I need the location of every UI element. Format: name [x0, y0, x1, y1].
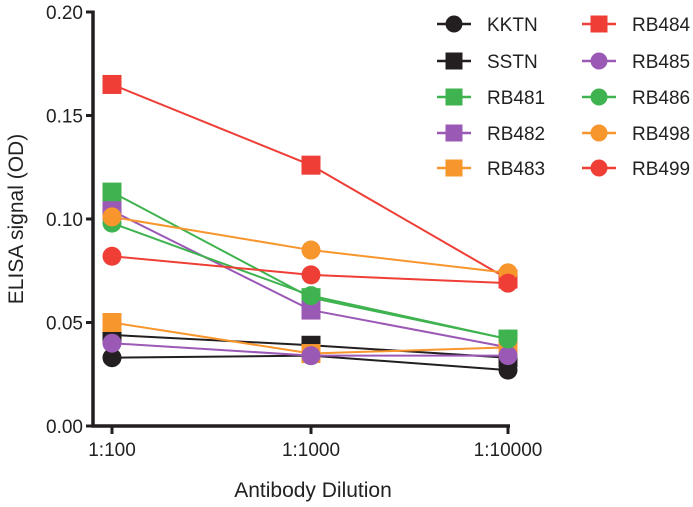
legend-marker-circle — [590, 52, 608, 70]
legend-label: RB482 — [487, 124, 545, 145]
legend-label: SSTN — [487, 52, 538, 73]
legend-item-rb486: RB486 — [582, 88, 690, 109]
legend-marker-square — [445, 88, 463, 106]
legend-item-rb482: RB482 — [437, 124, 545, 145]
data-point-kktn-1 — [102, 348, 122, 368]
data-point-rb486-2 — [301, 286, 321, 306]
series-layer — [102, 74, 518, 380]
data-point-rb486-3 — [498, 329, 518, 349]
legend-item-rb484: RB484 — [582, 15, 691, 36]
legend: KKTN SSTN RB481 RB482 RB483 RB484 RB485 RB486 RB… — [437, 15, 691, 180]
x-tick-label: 1:10000 — [474, 440, 543, 461]
data-point-rb499-2 — [301, 265, 321, 285]
data-point-rb498-2 — [301, 240, 321, 260]
data-point-rb498-1 — [102, 207, 122, 227]
axes: 0.00 0.05 0.10 0.15 0.20 1:100 1:1000 1:10000 — [46, 3, 542, 461]
data-point-rb485-1 — [102, 333, 122, 353]
legend-item-rb483: RB483 — [437, 159, 545, 180]
y-tick-label: 0.05 — [46, 314, 83, 335]
data-point-rb483-1 — [102, 313, 122, 332]
series-markers — [102, 74, 518, 380]
data-point-rb499-3 — [498, 273, 518, 293]
legend-label: RB499 — [632, 159, 690, 180]
legend-label: RB481 — [487, 88, 545, 109]
legend-item-rb481: RB481 — [437, 88, 545, 109]
data-point-rb485-3 — [498, 346, 518, 366]
legend-marker-circle — [590, 159, 608, 177]
data-point-rb484-1 — [102, 74, 122, 94]
legend-label: RB484 — [632, 15, 691, 36]
x-axis-title: Antibody Dilution — [234, 479, 392, 502]
x-tick-label: 1:100 — [88, 440, 136, 461]
data-point-rb482-2 — [301, 300, 321, 320]
legend-label: RB485 — [632, 52, 690, 73]
data-point-rb485-2 — [301, 346, 321, 366]
legend-marker-square — [445, 124, 463, 142]
data-point-rb484-2 — [301, 155, 321, 175]
legend-marker-square — [445, 52, 463, 70]
legend-marker-square — [445, 159, 463, 177]
legend-item-rb498: RB498 — [582, 124, 690, 145]
legend-label: RB483 — [487, 159, 545, 180]
legend-item-rb499: RB499 — [582, 159, 690, 180]
legend-marker-square — [590, 15, 608, 33]
legend-label: KKTN — [487, 15, 538, 36]
legend-item-rb485: RB485 — [582, 52, 690, 73]
legend-label: RB498 — [632, 124, 690, 145]
data-point-rb481-1 — [102, 182, 122, 202]
legend-marker-circle — [445, 15, 463, 33]
legend-item-kktn: KKTN — [437, 15, 538, 36]
legend-marker-circle — [590, 124, 608, 142]
data-point-rb499-1 — [102, 246, 122, 266]
y-axis-title: ELISA signal (OD) — [5, 134, 28, 304]
y-tick-label: 0.10 — [46, 210, 83, 231]
legend-item-sstn: SSTN — [437, 52, 538, 73]
y-tick-label: 0.15 — [46, 107, 83, 128]
legend-label: RB486 — [632, 88, 690, 109]
y-tick-label: 0.00 — [46, 417, 83, 438]
legend-marker-circle — [590, 88, 608, 106]
x-tick-label: 1:1000 — [282, 440, 340, 461]
y-tick-label: 0.20 — [46, 3, 83, 24]
